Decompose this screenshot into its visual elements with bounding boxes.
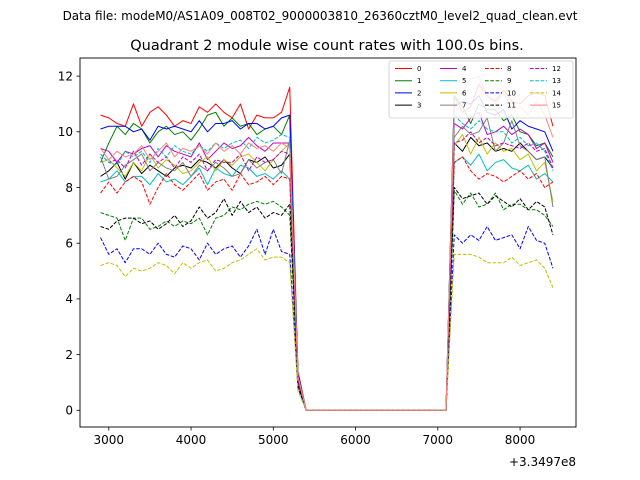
legend-label-3: 3 (417, 102, 421, 110)
x-tick-label: 8000 (505, 433, 536, 447)
y-tick-label: 2 (65, 348, 73, 362)
x-tick-label: 4000 (176, 433, 207, 447)
y-tick-label: 6 (65, 236, 73, 250)
legend-label-7: 7 (462, 102, 466, 110)
y-tick-label: 8 (65, 181, 73, 195)
legend-label-12: 12 (552, 65, 561, 73)
y-tick-label: 4 (65, 292, 73, 306)
legend-label-14: 14 (552, 89, 561, 97)
y-tick-label: 10 (58, 125, 73, 139)
x-tick-label: 7000 (423, 433, 454, 447)
legend-label-10: 10 (507, 89, 516, 97)
series-line-8 (100, 156, 554, 411)
legend-label-15: 15 (552, 102, 561, 110)
series-line-11 (100, 187, 554, 411)
legend-label-9: 9 (507, 77, 511, 85)
legend-label-6: 6 (462, 89, 467, 97)
series-line-13 (100, 114, 554, 411)
x-offset-label: +3.3497e8 (509, 455, 576, 469)
legend-label-1: 1 (417, 77, 421, 85)
x-tick-label: 6000 (340, 433, 371, 447)
x-tick-label: 3000 (94, 433, 125, 447)
chart-title: Quadrant 2 module wise count rates with … (130, 38, 524, 54)
legend-label-0: 0 (417, 65, 421, 73)
y-tick-label: 12 (58, 69, 73, 83)
axes-frame (79, 57, 577, 428)
series-line-10 (100, 225, 554, 411)
legend-label-11: 11 (507, 102, 516, 110)
chart-suptitle: Data file: modeM0/AS1A09_008T02_90000038… (63, 9, 578, 23)
legend-label-4: 4 (462, 65, 467, 73)
legend-label-2: 2 (417, 89, 421, 97)
y-tick-label: 0 (65, 404, 73, 418)
legend-label-5: 5 (462, 77, 466, 85)
legend-label-13: 13 (552, 77, 561, 85)
legend-label-8: 8 (507, 65, 511, 73)
plot-area (100, 75, 554, 411)
legend-box (388, 60, 574, 119)
x-tick-label: 5000 (258, 433, 289, 447)
